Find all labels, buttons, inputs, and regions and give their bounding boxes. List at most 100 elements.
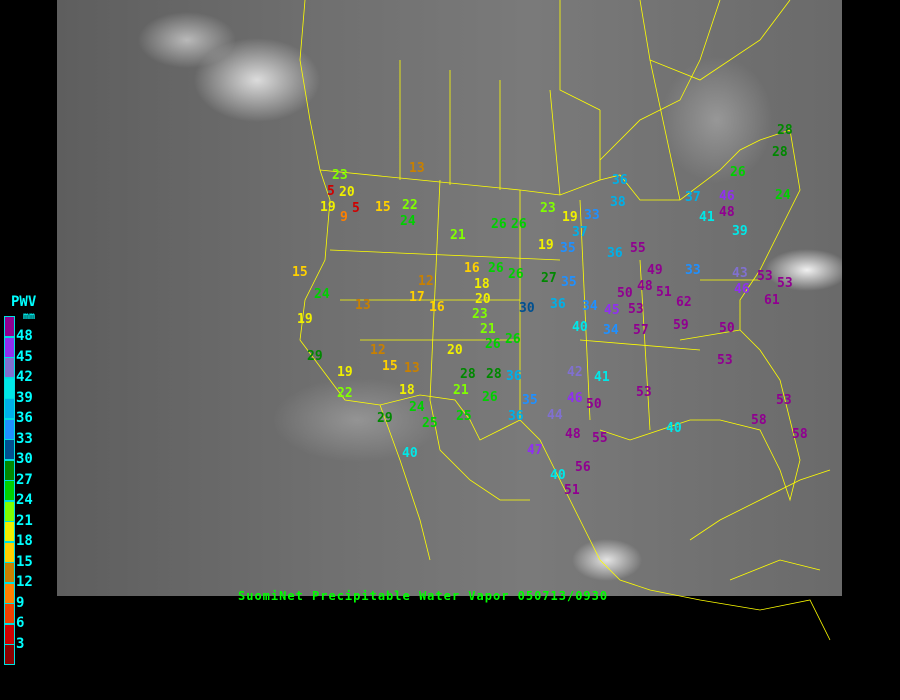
station-pwv-value: 28 xyxy=(486,367,502,382)
satellite-map xyxy=(57,0,842,596)
legend-label: 27 xyxy=(16,471,33,488)
legend-swatch xyxy=(4,644,15,665)
station-pwv-value: 26 xyxy=(491,217,507,232)
station-pwv-value: 21 xyxy=(480,322,496,337)
station-pwv-value: 19 xyxy=(320,200,336,215)
station-pwv-value: 15 xyxy=(375,200,391,215)
station-pwv-value: 12 xyxy=(418,274,434,289)
station-pwv-value: 23 xyxy=(472,307,488,322)
legend-label: 24 xyxy=(16,492,33,508)
station-pwv-value: 35 xyxy=(561,275,577,290)
legend-swatch xyxy=(4,357,15,378)
station-pwv-value: 42 xyxy=(567,365,583,380)
boundary-line xyxy=(429,179,441,401)
station-pwv-value: 58 xyxy=(751,413,767,428)
station-pwv-value: 50 xyxy=(719,321,735,336)
station-pwv-value: 23 xyxy=(540,201,556,216)
station-pwv-value: 24 xyxy=(400,214,416,229)
legend-swatch xyxy=(4,418,15,440)
map-caption: SuomiNet Precipitable Water Vapor 050713… xyxy=(238,589,609,603)
legend-swatch xyxy=(4,439,15,460)
legend-swatch xyxy=(4,582,15,604)
boundary-line xyxy=(329,249,561,261)
station-pwv-value: 18 xyxy=(399,383,415,398)
station-pwv-value: 46 xyxy=(719,189,735,204)
station-pwv-value: 37 xyxy=(572,225,588,240)
legend-label: 42 xyxy=(16,369,33,385)
station-pwv-value: 5 xyxy=(352,201,360,216)
legend-swatch xyxy=(4,521,15,542)
legend-swatch xyxy=(4,480,15,501)
legend-unit: mm xyxy=(23,311,36,322)
station-pwv-value: 50 xyxy=(617,286,633,301)
boundary-line xyxy=(299,0,831,641)
legend-swatch xyxy=(4,623,15,645)
boundary-line xyxy=(639,0,791,81)
station-pwv-value: 17 xyxy=(409,290,425,305)
legend-label: 48 xyxy=(16,328,33,344)
boundary-line xyxy=(579,339,701,351)
station-pwv-value: 46 xyxy=(734,282,750,297)
station-pwv-value: 24 xyxy=(314,287,330,302)
station-pwv-value: 53 xyxy=(777,276,793,291)
station-pwv-value: 22 xyxy=(402,198,418,213)
station-pwv-value: 23 xyxy=(332,168,348,183)
station-pwv-value: 33 xyxy=(584,208,600,223)
legend-label: 3 xyxy=(16,635,25,652)
station-pwv-value: 48 xyxy=(637,279,653,294)
station-pwv-value: 56 xyxy=(575,460,591,475)
station-pwv-value: 26 xyxy=(508,267,524,282)
boundary-line xyxy=(649,59,681,201)
station-pwv-value: 16 xyxy=(464,261,480,276)
legend-label: 36 xyxy=(16,410,33,426)
legend-label: 15 xyxy=(16,553,33,570)
station-pwv-value: 51 xyxy=(656,285,672,300)
station-pwv-value: 36 xyxy=(508,409,524,424)
legend-label: 45 xyxy=(16,348,33,365)
legend-swatch xyxy=(4,336,15,358)
station-pwv-value: 26 xyxy=(485,337,501,352)
station-pwv-value: 5 xyxy=(327,184,335,199)
station-pwv-value: 48 xyxy=(565,427,581,442)
boundary-line xyxy=(599,0,721,161)
legend-label: 6 xyxy=(16,615,25,631)
station-pwv-value: 15 xyxy=(382,359,398,374)
station-pwv-value: 53 xyxy=(628,302,644,317)
legend-label: 33 xyxy=(16,430,33,447)
station-pwv-value: 41 xyxy=(699,210,715,225)
station-pwv-value: 13 xyxy=(409,161,425,176)
station-pwv-value: 20 xyxy=(475,292,491,307)
station-pwv-value: 36 xyxy=(607,246,623,261)
station-pwv-value: 20 xyxy=(339,185,355,200)
legend-swatch xyxy=(4,603,15,624)
station-pwv-value: 26 xyxy=(505,332,521,347)
station-pwv-value: 38 xyxy=(610,195,626,210)
station-pwv-value: 19 xyxy=(538,238,554,253)
boundary-line xyxy=(579,199,591,421)
station-pwv-value: 45 xyxy=(604,303,620,318)
station-pwv-value: 28 xyxy=(777,123,793,138)
boundary-line xyxy=(729,559,821,581)
station-pwv-value: 28 xyxy=(772,145,788,160)
station-pwv-value: 37 xyxy=(685,190,701,205)
station-pwv-value: 16 xyxy=(429,300,445,315)
station-pwv-value: 53 xyxy=(776,393,792,408)
station-pwv-value: 62 xyxy=(676,295,692,310)
station-pwv-value: 49 xyxy=(647,263,663,278)
boundary-line xyxy=(319,129,801,502)
station-pwv-value: 13 xyxy=(355,298,371,313)
station-pwv-value: 41 xyxy=(594,370,610,385)
station-pwv-value: 28 xyxy=(460,367,476,382)
station-pwv-value: 48 xyxy=(719,205,735,220)
station-pwv-value: 26 xyxy=(488,261,504,276)
station-pwv-value: 24 xyxy=(409,400,425,415)
station-pwv-value: 47 xyxy=(527,443,543,458)
station-pwv-value: 53 xyxy=(636,385,652,400)
boundary-line xyxy=(549,89,561,196)
station-pwv-value: 18 xyxy=(474,277,490,292)
station-pwv-value: 55 xyxy=(592,431,608,446)
station-pwv-value: 40 xyxy=(666,421,682,436)
station-pwv-value: 53 xyxy=(757,269,773,284)
station-pwv-value: 36 xyxy=(506,369,522,384)
